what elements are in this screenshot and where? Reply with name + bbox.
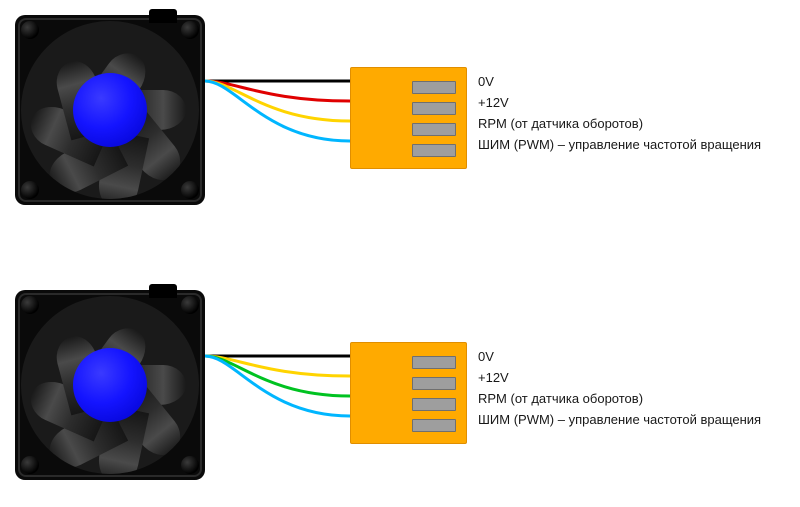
fan-ring bbox=[21, 21, 199, 199]
connector-pin bbox=[412, 102, 456, 115]
pin-label: RPM (от датчика оборотов) bbox=[478, 388, 761, 409]
fan-ring bbox=[21, 296, 199, 474]
wires-svg bbox=[205, 352, 350, 424]
wires bbox=[205, 352, 350, 424]
diagram-row: 0V +12V RPM (от датчика оборотов) ШИМ (P… bbox=[0, 290, 800, 490]
connector-pin bbox=[412, 398, 456, 411]
wire bbox=[205, 356, 350, 416]
wires bbox=[205, 77, 350, 149]
pin-label: RPM (от датчика оборотов) bbox=[478, 113, 761, 134]
connector-pin bbox=[412, 81, 456, 94]
pin-label: ШИМ (PWM) – управление частотой вращения bbox=[478, 409, 761, 430]
pin-label: +12V bbox=[478, 92, 761, 113]
diagram-row: 0V +12V RPM (от датчика оборотов) ШИМ (P… bbox=[0, 15, 800, 215]
connector-icon bbox=[350, 342, 467, 444]
connector-pin bbox=[412, 377, 456, 390]
pin-labels: 0V +12V RPM (от датчика оборотов) ШИМ (P… bbox=[478, 346, 761, 430]
wires-svg bbox=[205, 77, 350, 149]
connector-pin bbox=[412, 123, 456, 136]
pin-labels: 0V +12V RPM (от датчика оборотов) ШИМ (P… bbox=[478, 71, 761, 155]
wire bbox=[205, 81, 350, 141]
pin-label: 0V bbox=[478, 71, 761, 92]
fan-icon bbox=[15, 290, 205, 480]
fan-hub bbox=[73, 348, 147, 422]
connector-pin bbox=[412, 419, 456, 432]
connector-pin bbox=[412, 144, 456, 157]
connector-pin bbox=[412, 356, 456, 369]
pin-label: 0V bbox=[478, 346, 761, 367]
connector-icon bbox=[350, 67, 467, 169]
fan-hub bbox=[73, 73, 147, 147]
pin-label: ШИМ (PWM) – управление частотой вращения bbox=[478, 134, 761, 155]
pin-label: +12V bbox=[478, 367, 761, 388]
fan-icon bbox=[15, 15, 205, 205]
